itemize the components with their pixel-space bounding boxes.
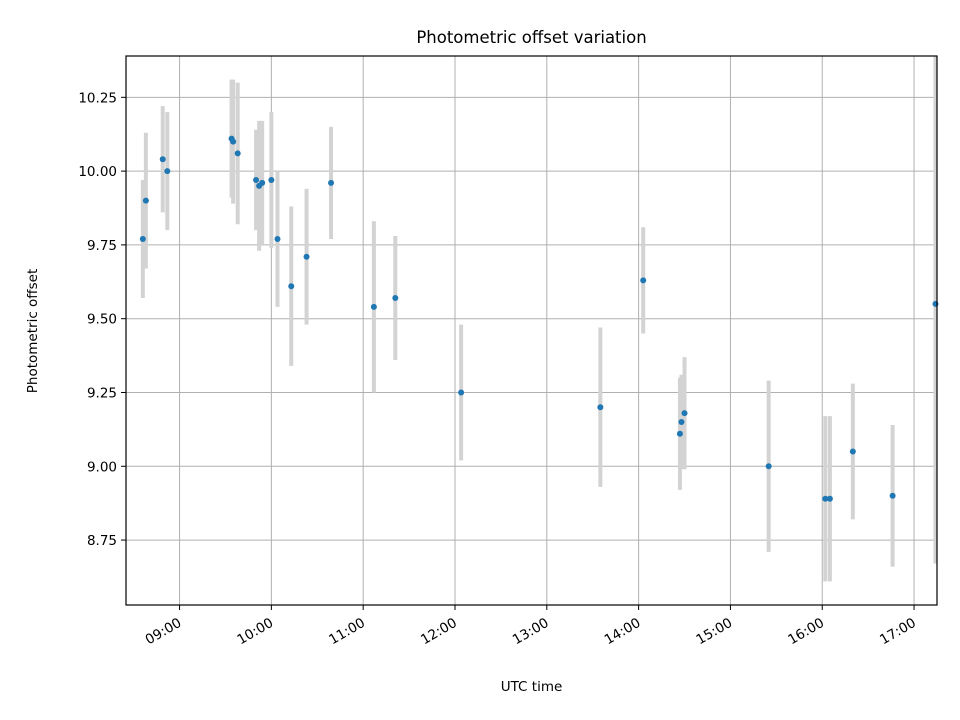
data-point — [288, 283, 295, 290]
y-tick-label: 8.75 — [87, 533, 117, 549]
data-point — [678, 419, 685, 425]
data-point — [640, 277, 647, 284]
data-point — [597, 404, 604, 411]
data-point — [392, 295, 399, 302]
data-point — [274, 236, 281, 242]
y-tick-label: 10.25 — [78, 90, 117, 106]
data-point — [142, 197, 149, 204]
data-points — [139, 135, 939, 502]
data-point — [822, 495, 829, 502]
y-tick-label: 9.50 — [87, 312, 117, 328]
data-point — [370, 303, 377, 310]
data-point — [268, 176, 275, 183]
plot-frame — [125, 55, 938, 606]
chart-title: Photometric offset variation — [416, 28, 646, 47]
y-tick-label: 9.00 — [87, 459, 117, 475]
data-point — [230, 138, 237, 145]
data-point — [164, 168, 171, 175]
data-point — [259, 179, 266, 186]
y-tick-label: 9.75 — [87, 238, 117, 254]
y-tick-label: 10.00 — [78, 164, 117, 180]
data-point — [765, 463, 772, 470]
grid — [126, 56, 937, 605]
data-point — [234, 150, 241, 157]
data-point — [681, 410, 688, 417]
data-point — [328, 179, 335, 186]
y-tick-label: 9.25 — [87, 385, 117, 401]
data-point — [676, 430, 683, 437]
data-point — [303, 253, 310, 260]
data-point — [889, 492, 896, 499]
x-axis-label: UTC time — [501, 679, 563, 695]
data-point — [139, 236, 146, 242]
y-axis-label: Photometric offset — [25, 269, 41, 393]
data-point — [253, 176, 260, 183]
data-point — [159, 156, 166, 163]
data-point — [826, 495, 833, 502]
data-point — [458, 389, 465, 396]
data-point — [849, 448, 856, 455]
